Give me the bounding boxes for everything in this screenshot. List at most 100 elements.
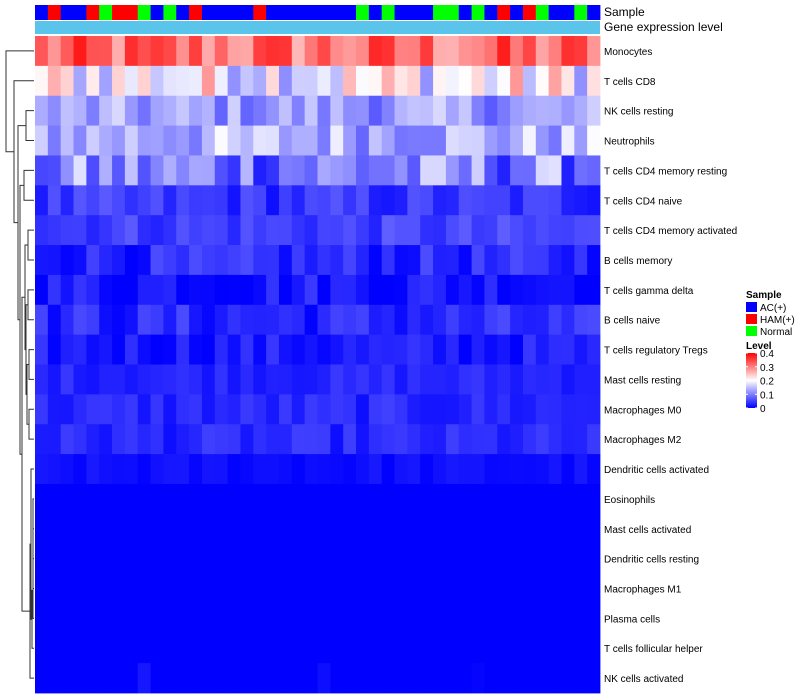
heatmap-cell xyxy=(471,394,485,425)
heatmap-cell xyxy=(381,543,395,574)
heatmap-cell xyxy=(433,334,447,365)
heatmap-cell xyxy=(86,274,100,306)
heatmap-cell xyxy=(484,274,498,306)
heatmap-cell xyxy=(137,364,151,395)
heatmap-cell xyxy=(99,543,113,574)
heatmap-cell xyxy=(343,125,357,156)
heatmap-cell xyxy=(189,304,203,336)
row-label: T cells CD4 memory activated xyxy=(604,226,737,237)
row-label: T cells gamma delta xyxy=(604,286,694,297)
heatmap-cell xyxy=(86,185,100,216)
heatmap-cell xyxy=(240,36,254,67)
heatmap-cell xyxy=(510,663,524,694)
heatmap-cell xyxy=(535,65,550,97)
heatmap-cell xyxy=(484,215,498,246)
heatmap-cell xyxy=(35,65,49,97)
heatmap-cell xyxy=(137,215,151,246)
heatmap-cell xyxy=(394,633,408,664)
heatmap-cell xyxy=(291,483,306,515)
heatmap-cell xyxy=(163,483,177,515)
heatmap-cell xyxy=(445,424,460,455)
heatmap-cell xyxy=(420,36,434,67)
heatmap-cell xyxy=(458,573,472,604)
heatmap-cell xyxy=(587,603,601,634)
heatmap-cell xyxy=(561,364,575,395)
heatmap-cell xyxy=(574,334,588,365)
heatmap-cell xyxy=(587,364,601,395)
heatmap-cell xyxy=(176,603,190,634)
heatmap-cell xyxy=(368,603,383,634)
row-label: B cells memory xyxy=(604,256,672,267)
heatmap-cell xyxy=(458,663,472,694)
heatmap-cell xyxy=(73,633,87,664)
heatmap-cell xyxy=(35,36,49,67)
heatmap-cell xyxy=(445,483,460,515)
heatmap-cell xyxy=(86,603,100,634)
heatmap-cell xyxy=(35,633,49,664)
heatmap-cell xyxy=(574,573,588,604)
heatmap-cell xyxy=(317,155,331,186)
heatmap-cell xyxy=(99,36,113,67)
heatmap-cell xyxy=(574,603,588,634)
sample-annotation-cell xyxy=(368,5,383,20)
heatmap-cell xyxy=(201,663,216,694)
heatmap-cell xyxy=(420,65,434,97)
heatmap-cell xyxy=(535,633,550,664)
heatmap-cell xyxy=(484,633,498,664)
heatmap-cell xyxy=(201,454,216,485)
heatmap-cell xyxy=(189,573,203,604)
heatmap-cell xyxy=(304,364,318,395)
heatmap-cell xyxy=(47,65,62,97)
heatmap-cell xyxy=(548,274,562,306)
heatmap-cell xyxy=(240,454,254,485)
heatmap-cell xyxy=(535,155,550,186)
legend-level-label: 0 xyxy=(760,404,766,415)
heatmap-cell xyxy=(471,185,485,216)
heatmap-cell xyxy=(176,543,190,574)
heatmap-cell xyxy=(381,245,395,276)
heatmap-cell xyxy=(227,334,241,365)
row-label: T cells CD8 xyxy=(604,77,656,88)
heatmap-cell xyxy=(291,304,306,336)
heatmap-cell xyxy=(266,483,280,515)
heatmap-cell xyxy=(47,603,62,634)
sample-annotation-cell xyxy=(112,5,126,20)
heatmap-cell xyxy=(150,663,164,694)
heatmap-cell xyxy=(535,364,550,395)
heatmap-cell xyxy=(214,274,229,306)
heatmap-cell xyxy=(304,603,318,634)
heatmap-cell xyxy=(445,36,460,67)
heatmap-cell xyxy=(343,573,357,604)
heatmap-cell xyxy=(458,65,472,97)
heatmap-cell xyxy=(510,125,524,156)
heatmap-cell xyxy=(548,95,562,126)
heatmap-cell xyxy=(343,36,357,67)
heatmap-cell xyxy=(394,513,408,545)
heatmap-cell xyxy=(561,245,575,276)
heatmap-cell xyxy=(535,663,550,694)
heatmap-cell xyxy=(266,125,280,156)
heatmap-cell xyxy=(86,454,100,485)
heatmap-cell xyxy=(137,394,151,425)
heatmap-cell xyxy=(189,424,203,455)
heatmap-cell xyxy=(587,633,601,664)
sample-annotation-cell xyxy=(497,5,511,20)
heatmap-cell xyxy=(163,424,177,455)
heatmap-cell xyxy=(330,245,344,276)
heatmap-cell xyxy=(497,603,511,634)
heatmap-cell xyxy=(587,573,601,604)
heatmap-cell xyxy=(356,185,370,216)
row-label: Macrophages M0 xyxy=(604,405,682,416)
heatmap-cell xyxy=(497,454,511,485)
heatmap-cell xyxy=(47,334,62,365)
legend: Sample AC(+)HAM(+)Normal Level 0.4 0.3 0.2… xyxy=(746,290,795,415)
heatmap-cell xyxy=(484,245,498,276)
heatmap-cell xyxy=(420,125,434,156)
heatmap-cell xyxy=(240,663,254,694)
heatmap-cell xyxy=(150,394,164,425)
heatmap-cell xyxy=(522,274,537,306)
heatmap-cell xyxy=(317,603,331,634)
heatmap-cell xyxy=(445,364,460,395)
heatmap-cell xyxy=(574,394,588,425)
heatmap-cell xyxy=(189,36,203,67)
